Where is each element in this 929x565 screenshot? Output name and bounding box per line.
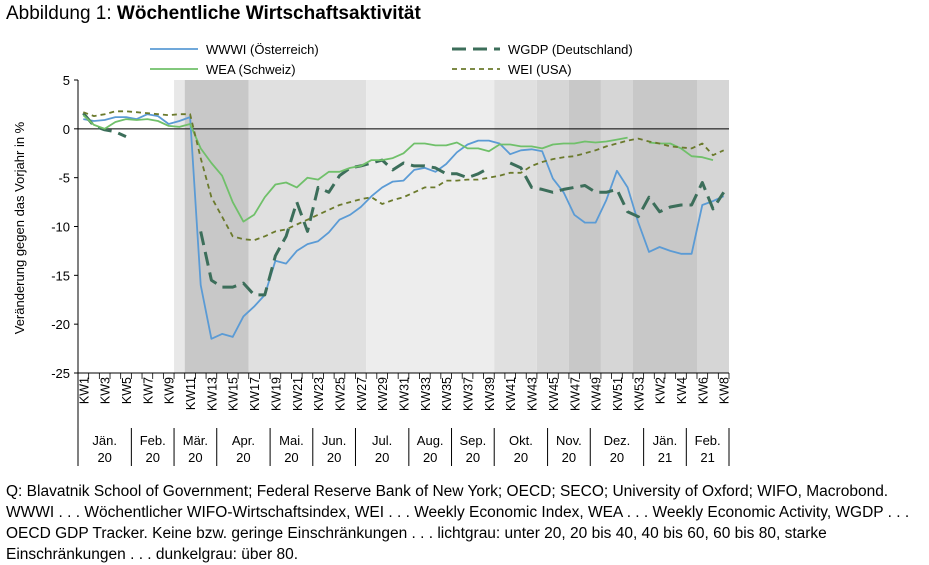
figure-title: Abbildung 1: Wöchentliche Wirtschaftsakt… bbox=[6, 3, 421, 25]
month-year-label: 20 bbox=[97, 450, 111, 465]
x-tick-label: KW45 bbox=[547, 377, 561, 411]
month-label: Aug. bbox=[417, 433, 444, 448]
x-tick-label: KW2 bbox=[654, 377, 668, 404]
series-3 bbox=[82, 110, 725, 242]
x-tick-label: KW29 bbox=[376, 377, 390, 411]
y-tick-label: 5 bbox=[63, 73, 70, 88]
month-year-label: 20 bbox=[466, 450, 480, 465]
month-label: Feb. bbox=[695, 433, 721, 448]
month-year-label: 20 bbox=[423, 450, 437, 465]
chart-legend: WWWI (Österreich) WGDP (Deutschland) WEA (… bbox=[150, 42, 633, 77]
x-tick-label: KW27 bbox=[355, 377, 369, 411]
month-label: Jun. bbox=[322, 433, 347, 448]
x-tick-label: KW37 bbox=[462, 377, 476, 411]
month-label: Mär. bbox=[183, 433, 208, 448]
month-label: Dez. bbox=[604, 433, 631, 448]
x-tick-label: KW8 bbox=[718, 377, 732, 404]
month-label: Jän. bbox=[653, 433, 678, 448]
x-tick-label: KW9 bbox=[163, 377, 177, 404]
x-tick-label: KW3 bbox=[99, 377, 113, 404]
x-tick-label: KW31 bbox=[398, 377, 412, 411]
chart-axes: 5 0 -5 -10 -15 -20 -25 KW1 KW3 KW5 KW7 KW9 KW11 KW13 K… bbox=[51, 73, 732, 466]
figure-title-prefix: Abbildung 1: bbox=[6, 3, 117, 24]
x-tick-label: KW1 bbox=[77, 377, 91, 404]
x-tick-label: KW41 bbox=[504, 377, 518, 411]
x-tick-label: KW7 bbox=[141, 377, 155, 404]
x-tick-label: KW39 bbox=[483, 377, 497, 411]
x-tick-label: KW33 bbox=[419, 377, 433, 411]
month-label: Apr. bbox=[232, 433, 255, 448]
figure-title-main: Wöchentliche Wirtschaftsaktivität bbox=[116, 3, 421, 24]
month-year-label: 20 bbox=[327, 450, 341, 465]
x-tick-label: KW6 bbox=[696, 377, 710, 404]
line-chart: 5 0 -5 -10 -15 -20 -25 KW1 KW3 KW5 KW7 KW9 KW11 KW13 K… bbox=[12, 42, 732, 466]
legend-label: WEI (USA) bbox=[508, 62, 572, 77]
restriction-band bbox=[696, 80, 729, 373]
legend-label: WWWI (Österreich) bbox=[206, 42, 319, 57]
month-label: Mai. bbox=[279, 433, 304, 448]
x-tick-label: KW49 bbox=[590, 377, 604, 411]
x-tick-label: KW13 bbox=[205, 377, 219, 411]
x-tick-label: KW5 bbox=[120, 377, 134, 404]
month-label: Okt. bbox=[509, 433, 533, 448]
x-tick-label: KW4 bbox=[675, 377, 689, 404]
month-year-label: 21 bbox=[658, 450, 672, 465]
legend-label: WEA (Schweiz) bbox=[206, 62, 296, 77]
x-tick-label: KW23 bbox=[312, 377, 326, 411]
x-tick-label: KW43 bbox=[526, 377, 540, 411]
restriction-band bbox=[568, 80, 601, 373]
month-year-label: 20 bbox=[236, 450, 250, 465]
month-year-label: 20 bbox=[514, 450, 528, 465]
month-label: Sep. bbox=[459, 433, 486, 448]
month-year-label: 21 bbox=[700, 450, 714, 465]
restriction-band bbox=[366, 80, 495, 373]
month-label: Nov. bbox=[556, 433, 582, 448]
restriction-band bbox=[536, 80, 569, 373]
x-tick-label: KW17 bbox=[248, 377, 262, 411]
month-year-label: 20 bbox=[145, 450, 159, 465]
y-axis-label: Veränderung gegen das Vorjahr in % bbox=[12, 121, 27, 334]
y-tick-label: -5 bbox=[58, 171, 70, 186]
month-label: Jän. bbox=[92, 433, 117, 448]
month-label: Feb. bbox=[140, 433, 166, 448]
month-year-label: 20 bbox=[375, 450, 389, 465]
month-year-label: 20 bbox=[188, 450, 202, 465]
x-tick-label: KW21 bbox=[291, 377, 305, 411]
month-year-label: 20 bbox=[562, 450, 576, 465]
x-tick-label: KW47 bbox=[568, 377, 582, 411]
y-tick-label: -20 bbox=[51, 317, 70, 332]
x-tick-label: KW51 bbox=[611, 377, 625, 411]
x-tick-label: KW11 bbox=[184, 377, 198, 410]
x-tick-label: KW53 bbox=[632, 377, 646, 411]
month-year-label: 20 bbox=[610, 450, 624, 465]
restriction-band bbox=[494, 80, 537, 373]
restriction-band bbox=[184, 80, 249, 373]
series-line bbox=[82, 110, 725, 242]
month-label: Jul. bbox=[372, 433, 392, 448]
month-year-label: 20 bbox=[284, 450, 298, 465]
x-tick-label: KW25 bbox=[333, 377, 347, 411]
x-tick-label: KW35 bbox=[440, 377, 454, 411]
restriction-band bbox=[174, 80, 185, 373]
legend-label: WGDP (Deutschland) bbox=[508, 42, 633, 57]
restriction-band bbox=[248, 80, 367, 373]
x-tick-label: KW19 bbox=[269, 377, 283, 411]
chart-series bbox=[82, 110, 725, 340]
y-tick-label: -10 bbox=[51, 220, 70, 235]
restriction-bands bbox=[78, 80, 729, 373]
source-note: Q: Blavatnik School of Government; Feder… bbox=[6, 483, 910, 563]
restriction-band bbox=[600, 80, 633, 373]
y-tick-label: -25 bbox=[51, 366, 70, 381]
y-tick-label: -15 bbox=[51, 268, 70, 283]
x-tick-label: KW15 bbox=[227, 377, 241, 411]
y-tick-label: 0 bbox=[63, 122, 70, 137]
restriction-band bbox=[632, 80, 697, 373]
